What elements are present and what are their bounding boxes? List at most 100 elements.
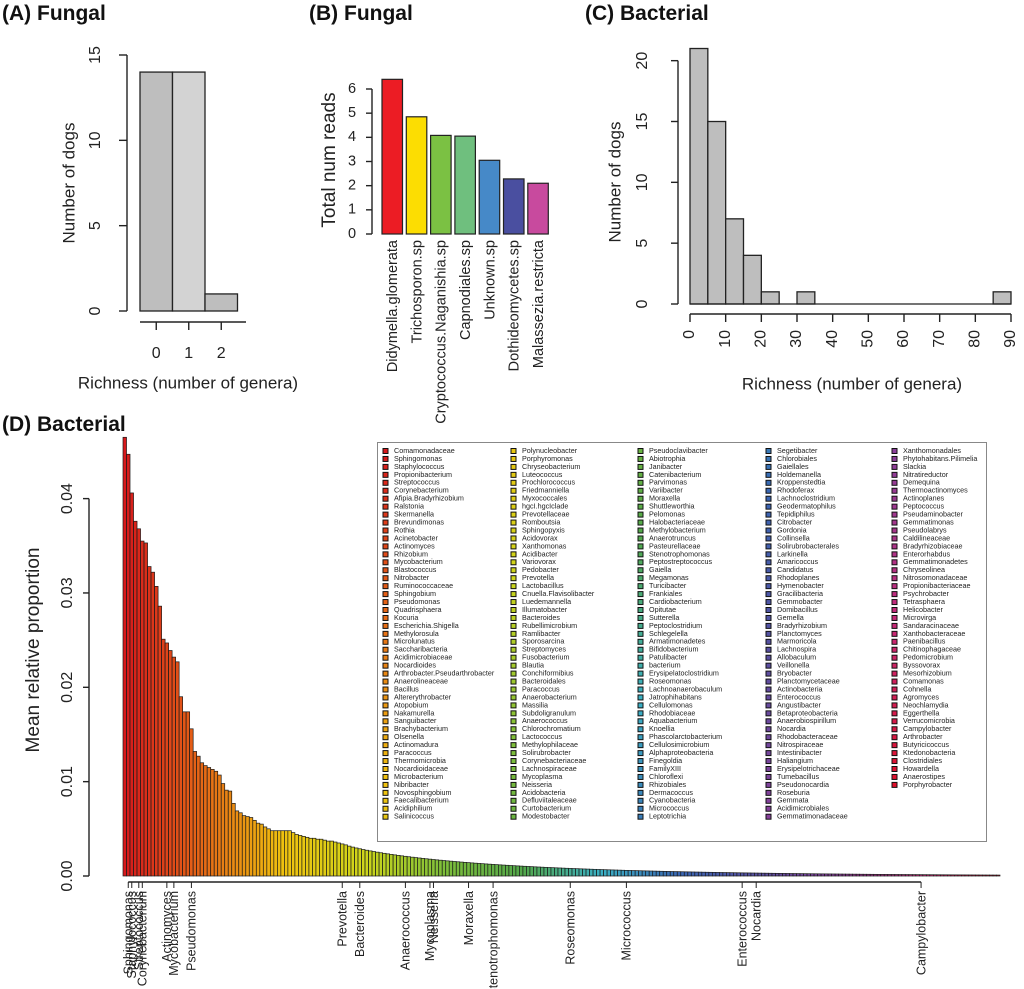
chart-d-bar bbox=[715, 872, 720, 877]
chart-c-y-tick-label: 5 bbox=[634, 239, 651, 248]
chart-d-bar bbox=[557, 867, 562, 877]
legend-item-label: Parvimonas bbox=[649, 478, 687, 487]
chart-d-bar bbox=[911, 874, 917, 877]
chart-d-bar bbox=[319, 838, 324, 877]
legend-item-label: Cyanobacteria bbox=[649, 796, 695, 805]
legend-swatch bbox=[891, 567, 898, 574]
chart-d-bar bbox=[982, 874, 987, 877]
legend-swatch bbox=[382, 781, 389, 788]
legend-swatch bbox=[637, 527, 644, 534]
chart-d-bar bbox=[743, 872, 748, 877]
legend-swatch bbox=[891, 781, 898, 788]
legend-swatch bbox=[382, 527, 389, 534]
chart-d-bar bbox=[441, 860, 447, 877]
legend-swatch bbox=[765, 646, 772, 653]
legend-item-label: Acidiphilium bbox=[394, 804, 432, 813]
legend-swatch bbox=[510, 710, 517, 717]
legend-item-label: Saccharibacteria bbox=[394, 645, 448, 654]
chart-d-bar bbox=[722, 872, 727, 877]
legend-item-label: Prochlorococcus bbox=[522, 478, 576, 487]
legend-item-label: Caldilineaceae bbox=[903, 533, 950, 542]
legend-swatch bbox=[765, 567, 772, 574]
chart-b-y-label: Total num reads bbox=[319, 92, 340, 227]
chart-d-bar bbox=[220, 783, 226, 877]
legend-swatch bbox=[510, 638, 517, 645]
chart-c-y-tick-label: 0 bbox=[634, 299, 651, 308]
chart-d-bar bbox=[434, 859, 440, 877]
chart-d-bar bbox=[224, 789, 229, 877]
chart-d-bar bbox=[164, 642, 169, 877]
chart-d-bar bbox=[133, 520, 138, 877]
chart-a-y-tick-label: 10 bbox=[87, 131, 104, 149]
chart-d-bar bbox=[371, 851, 376, 877]
legend-swatch bbox=[891, 479, 898, 486]
chart-b-x-tick-label: Malassezia.restricta bbox=[531, 239, 547, 368]
legend-swatch bbox=[382, 543, 389, 550]
chart-d-bar bbox=[810, 873, 815, 877]
chart-c-bar bbox=[689, 47, 709, 305]
legend-item-label: Planctomycetaceae bbox=[777, 676, 840, 685]
legend-swatch bbox=[510, 781, 517, 788]
legend-item-label: Alphaproteobacteria bbox=[649, 748, 713, 757]
legend-swatch bbox=[637, 463, 644, 470]
legend-item-label: Catenibacterium bbox=[649, 470, 701, 479]
chart-c-bar bbox=[725, 218, 745, 305]
legend-item-label: Nitrosomonadaceae bbox=[903, 573, 967, 582]
chart-d-bar bbox=[887, 874, 892, 877]
legend-item-label: Phascolarctobacterium bbox=[649, 732, 722, 741]
chart-d-bar bbox=[575, 868, 580, 877]
legend-swatch bbox=[510, 694, 517, 701]
chart-d-bar bbox=[799, 873, 804, 877]
chart-d-bar bbox=[161, 638, 166, 877]
legend-swatch bbox=[510, 495, 517, 502]
legend-swatch bbox=[765, 773, 772, 780]
chart-d-bar bbox=[634, 870, 640, 877]
chart-d-y-tick-label: 0.01 bbox=[59, 766, 76, 797]
legend-swatch bbox=[382, 591, 389, 598]
chart-d-y-label: Mean relative proportion bbox=[23, 548, 44, 753]
legend-swatch bbox=[891, 471, 898, 478]
chart-d-bar bbox=[238, 812, 243, 877]
chart-d-bar bbox=[476, 863, 482, 877]
chart-d-bar bbox=[866, 873, 871, 877]
legend-swatch bbox=[765, 766, 772, 772]
legend-item-label: Pseudomonas bbox=[394, 597, 440, 606]
legend-item-label: Skermanella bbox=[394, 510, 434, 519]
legend-item-label: Kroppenstedtia bbox=[777, 478, 825, 487]
legend-item-label: Enterorhabdus bbox=[903, 549, 951, 558]
legend-item-label: Luteococcus bbox=[522, 470, 563, 479]
legend-swatch bbox=[382, 797, 389, 804]
chart-d-bar bbox=[136, 528, 141, 877]
chart-d-bar bbox=[438, 859, 443, 877]
legend-item-label: Fusobacterium bbox=[522, 653, 570, 662]
chart-d-bar bbox=[343, 844, 348, 877]
legend-swatch bbox=[510, 773, 517, 780]
legend-swatch bbox=[637, 750, 644, 757]
chart-d-bar bbox=[610, 869, 615, 877]
legend-item-label: Nitratireductor bbox=[903, 470, 949, 479]
legend-item-label: Erysipelotrichaceae bbox=[777, 764, 840, 773]
chart-d-y-tick-label: 0.03 bbox=[59, 577, 76, 608]
legend-item-label: Gemmatimonas bbox=[903, 517, 954, 526]
chart-d-bar bbox=[361, 849, 366, 877]
legend-item-label: Methylorosula bbox=[394, 629, 439, 638]
legend-item-label: Nocardia bbox=[777, 724, 806, 733]
chart-d-bar bbox=[529, 866, 534, 877]
chart-d-bar bbox=[448, 860, 454, 877]
legend-swatch bbox=[891, 710, 898, 717]
legend-swatch bbox=[637, 734, 644, 741]
legend-swatch bbox=[382, 805, 389, 812]
chart-d-bar bbox=[413, 857, 419, 877]
legend-item-label: Rothia bbox=[394, 525, 415, 534]
legend-swatch bbox=[891, 718, 898, 725]
legend-swatch bbox=[765, 654, 772, 661]
chart-d-bar bbox=[687, 871, 692, 877]
legend-item-label: Jatrophihabitans bbox=[649, 692, 702, 701]
legend-swatch bbox=[765, 742, 772, 749]
chart-b-y-tick-label: 2 bbox=[348, 177, 356, 193]
chart-b-x-tick-label: Capnodiales.sp bbox=[458, 240, 474, 340]
legend-item-label: Bacteroidales bbox=[522, 676, 566, 685]
legend-item-label: Schlegelella bbox=[649, 629, 688, 638]
chart-d-bar bbox=[757, 872, 762, 877]
legend-item-label: Faecalibacterium bbox=[394, 796, 449, 805]
